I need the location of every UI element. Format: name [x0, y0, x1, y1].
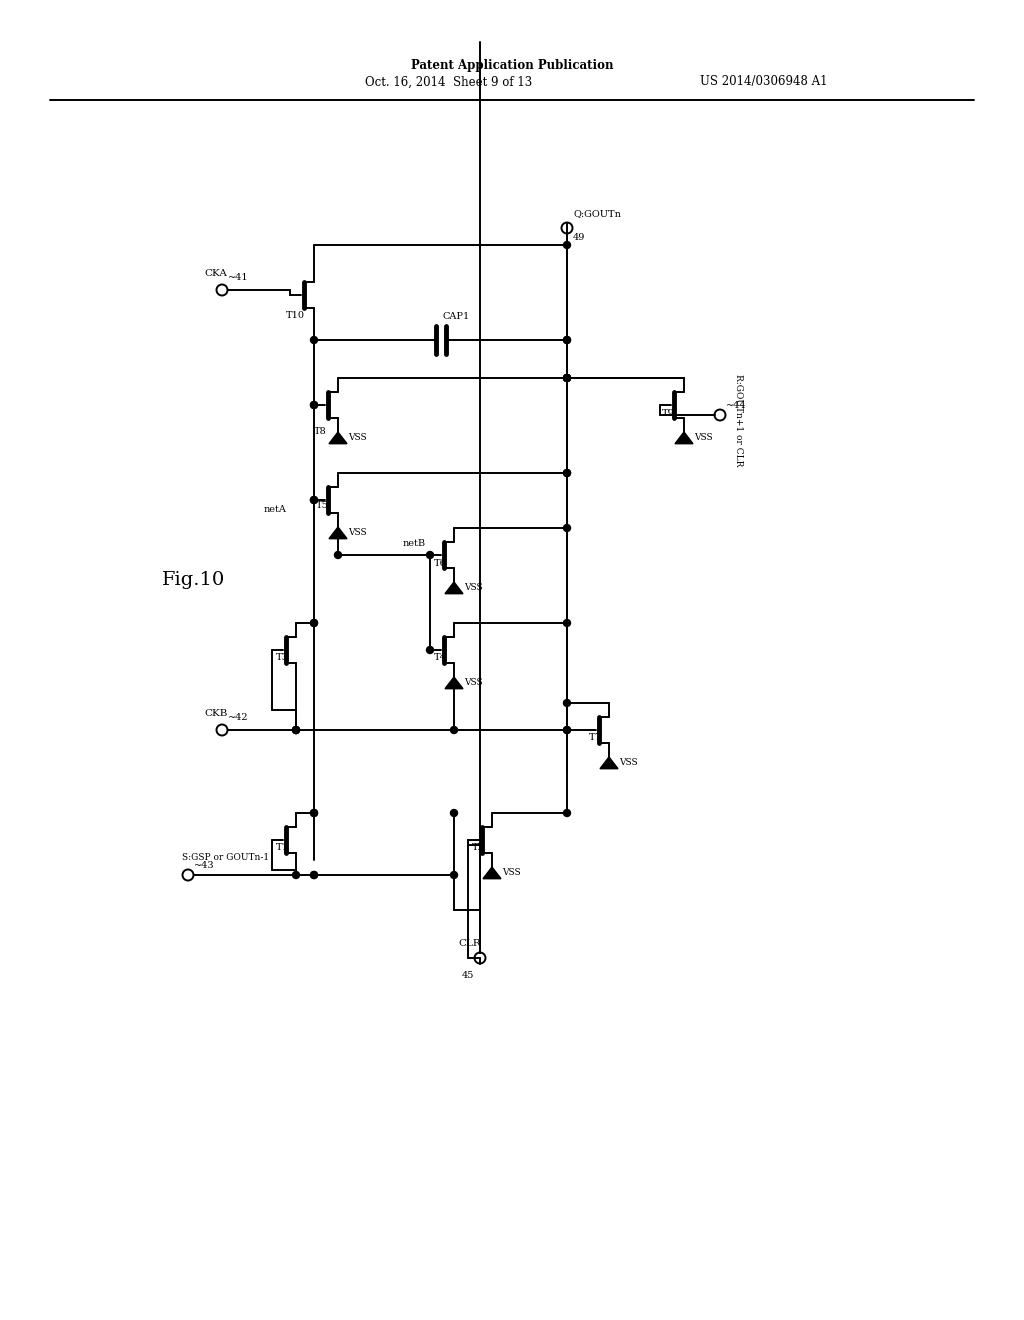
Text: CKA: CKA — [205, 268, 227, 277]
Circle shape — [310, 496, 317, 503]
Circle shape — [451, 871, 458, 879]
Text: T3: T3 — [276, 653, 289, 663]
Circle shape — [335, 552, 341, 558]
Circle shape — [563, 242, 570, 248]
Circle shape — [310, 619, 317, 627]
Text: ~41: ~41 — [228, 273, 249, 282]
Circle shape — [563, 619, 570, 627]
Text: T10: T10 — [286, 310, 305, 319]
Text: VSS: VSS — [618, 759, 638, 767]
Text: VSS: VSS — [502, 869, 520, 878]
Polygon shape — [329, 527, 347, 539]
Circle shape — [310, 809, 317, 817]
Circle shape — [293, 726, 299, 734]
Circle shape — [293, 871, 299, 879]
Text: Oct. 16, 2014  Sheet 9 of 13: Oct. 16, 2014 Sheet 9 of 13 — [365, 75, 532, 88]
Polygon shape — [445, 582, 463, 594]
Text: T5: T5 — [316, 500, 329, 510]
Polygon shape — [675, 432, 693, 444]
Circle shape — [563, 375, 570, 381]
Text: CAP1: CAP1 — [442, 312, 470, 321]
Text: CKB: CKB — [205, 709, 227, 718]
Circle shape — [563, 337, 570, 343]
Circle shape — [451, 726, 458, 734]
Text: Patent Application Publication: Patent Application Publication — [411, 58, 613, 71]
Circle shape — [563, 375, 570, 381]
Text: T2: T2 — [472, 843, 485, 853]
Text: VSS: VSS — [348, 433, 367, 442]
Text: ~42: ~42 — [228, 714, 249, 722]
Circle shape — [310, 401, 317, 408]
Circle shape — [563, 809, 570, 817]
Text: VSS: VSS — [464, 678, 482, 688]
Circle shape — [563, 470, 570, 477]
Text: Q:GOUTn: Q:GOUTn — [573, 210, 621, 219]
Circle shape — [310, 337, 317, 343]
Polygon shape — [600, 756, 618, 768]
Text: T9: T9 — [662, 408, 675, 417]
Polygon shape — [445, 677, 463, 689]
Circle shape — [563, 375, 570, 381]
Circle shape — [310, 619, 317, 627]
Text: VSS: VSS — [348, 528, 367, 537]
Text: Fig.10: Fig.10 — [162, 572, 225, 589]
Circle shape — [293, 726, 299, 734]
Circle shape — [310, 496, 317, 503]
Text: netB: netB — [402, 539, 426, 548]
Text: T7: T7 — [589, 734, 602, 742]
Circle shape — [310, 871, 317, 879]
Text: 45: 45 — [462, 972, 474, 981]
Text: T1: T1 — [276, 843, 289, 853]
Circle shape — [310, 809, 317, 817]
Circle shape — [563, 337, 570, 343]
Circle shape — [563, 726, 570, 734]
Circle shape — [310, 401, 317, 408]
Text: VSS: VSS — [464, 583, 482, 593]
Text: 49: 49 — [573, 234, 586, 243]
Circle shape — [451, 809, 458, 817]
Text: US 2014/0306948 A1: US 2014/0306948 A1 — [700, 75, 827, 88]
Polygon shape — [329, 432, 347, 444]
Text: R:GOUTn+1 or CLR: R:GOUTn+1 or CLR — [734, 374, 743, 466]
Circle shape — [427, 647, 433, 653]
Text: VSS: VSS — [694, 433, 713, 442]
Circle shape — [563, 470, 570, 477]
Text: T4: T4 — [434, 653, 446, 663]
Circle shape — [293, 726, 299, 734]
Text: CLR: CLR — [458, 939, 480, 948]
Circle shape — [563, 726, 570, 734]
Circle shape — [563, 524, 570, 532]
Circle shape — [427, 552, 433, 558]
Circle shape — [563, 700, 570, 706]
Circle shape — [563, 375, 570, 381]
Text: T8: T8 — [314, 426, 327, 436]
Text: ~44: ~44 — [726, 400, 746, 409]
Text: S:GSP or GOUTn-1: S:GSP or GOUTn-1 — [182, 854, 269, 862]
Polygon shape — [483, 867, 501, 879]
Text: T6: T6 — [434, 558, 446, 568]
Text: ~43: ~43 — [194, 861, 215, 870]
Circle shape — [310, 871, 317, 879]
Text: netA: netA — [263, 506, 286, 515]
